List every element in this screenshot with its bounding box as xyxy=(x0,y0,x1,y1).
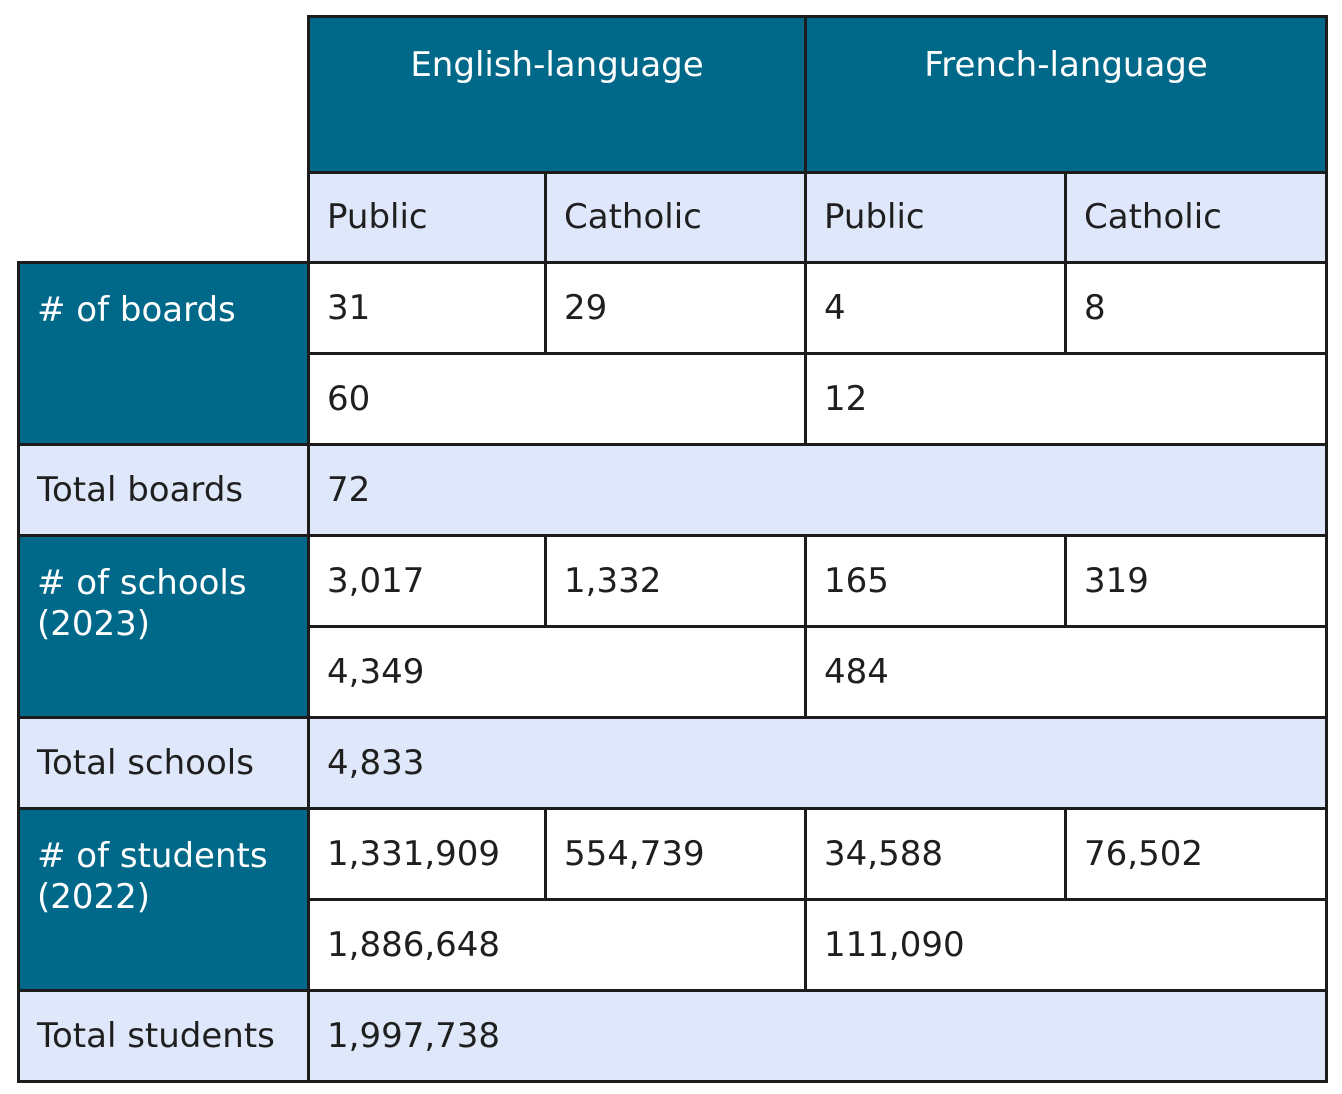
boards-row: # of boards 31 29 4 8 xyxy=(17,261,1328,446)
boards-english-catholic: 29 xyxy=(544,261,807,355)
students-row: # of students (2022) 1,331,909 554,739 34… xyxy=(17,807,1328,992)
total-boards-row: Total boards 72 xyxy=(17,443,1328,537)
corner-cell-2 xyxy=(18,172,309,263)
education-statistics-table: English-language French-language Public … xyxy=(17,15,1328,1083)
schools-subtotal-row: 4,349 484 xyxy=(19,625,1328,719)
language-header-row: English-language French-language xyxy=(18,15,1328,174)
total-schools-row: Total schools 4,833 xyxy=(17,716,1328,810)
boards-french-subtotal: 12 xyxy=(804,352,1328,446)
schools-french-subtotal: 484 xyxy=(804,625,1328,719)
students-english-public: 1,331,909 xyxy=(307,807,547,901)
total-boards-value: 72 xyxy=(307,443,1328,537)
boards-french-catholic: 8 xyxy=(1064,261,1328,355)
students-label-line2: (2022) xyxy=(37,876,151,917)
boards-subtotal-row: 60 12 xyxy=(19,352,1328,446)
french-language-header: French-language xyxy=(804,15,1328,174)
corner-cell xyxy=(18,16,309,173)
students-french-catholic: 76,502 xyxy=(1064,807,1328,901)
french-public-header: Public xyxy=(804,171,1067,264)
total-schools-value: 4,833 xyxy=(307,716,1328,810)
students-label-line1: # of students xyxy=(37,836,268,876)
schools-french-catholic: 319 xyxy=(1064,534,1328,628)
schools-label: # of schools (2023) xyxy=(17,534,310,719)
board-type-header-row: Public Catholic Public Catholic xyxy=(18,171,1328,264)
schools-english-public: 3,017 xyxy=(307,534,547,628)
english-public-header: Public xyxy=(307,171,547,264)
boards-label-text: # of boards xyxy=(37,290,236,330)
students-english-subtotal: 1,886,648 xyxy=(307,898,807,992)
french-catholic-header: Catholic xyxy=(1064,171,1328,264)
boards-french-public: 4 xyxy=(804,261,1067,355)
total-students-value: 1,997,738 xyxy=(307,989,1328,1083)
total-schools-label: Total schools xyxy=(17,716,310,810)
schools-row: # of schools (2023) 3,017 1,332 165 319 xyxy=(17,534,1328,719)
boards-label: # of boards xyxy=(17,261,310,446)
schools-label-line1: # of schools xyxy=(37,563,247,603)
total-students-row: Total students 1,997,738 xyxy=(17,989,1328,1083)
english-catholic-header: Catholic xyxy=(544,171,807,264)
schools-french-public: 165 xyxy=(804,534,1067,628)
students-subtotal-row: 1,886,648 111,090 xyxy=(19,898,1328,992)
boards-english-subtotal: 60 xyxy=(307,352,807,446)
boards-english-public: 31 xyxy=(307,261,547,355)
students-label: # of students (2022) xyxy=(17,807,310,992)
schools-english-catholic: 1,332 xyxy=(544,534,807,628)
schools-english-subtotal: 4,349 xyxy=(307,625,807,719)
total-students-label: Total students xyxy=(17,989,310,1083)
english-language-header: English-language xyxy=(307,15,807,174)
students-french-public: 34,588 xyxy=(804,807,1067,901)
students-english-catholic: 554,739 xyxy=(544,807,807,901)
total-boards-label: Total boards xyxy=(17,443,310,537)
students-french-subtotal: 111,090 xyxy=(804,898,1328,992)
schools-label-line2: (2023) xyxy=(37,603,151,644)
